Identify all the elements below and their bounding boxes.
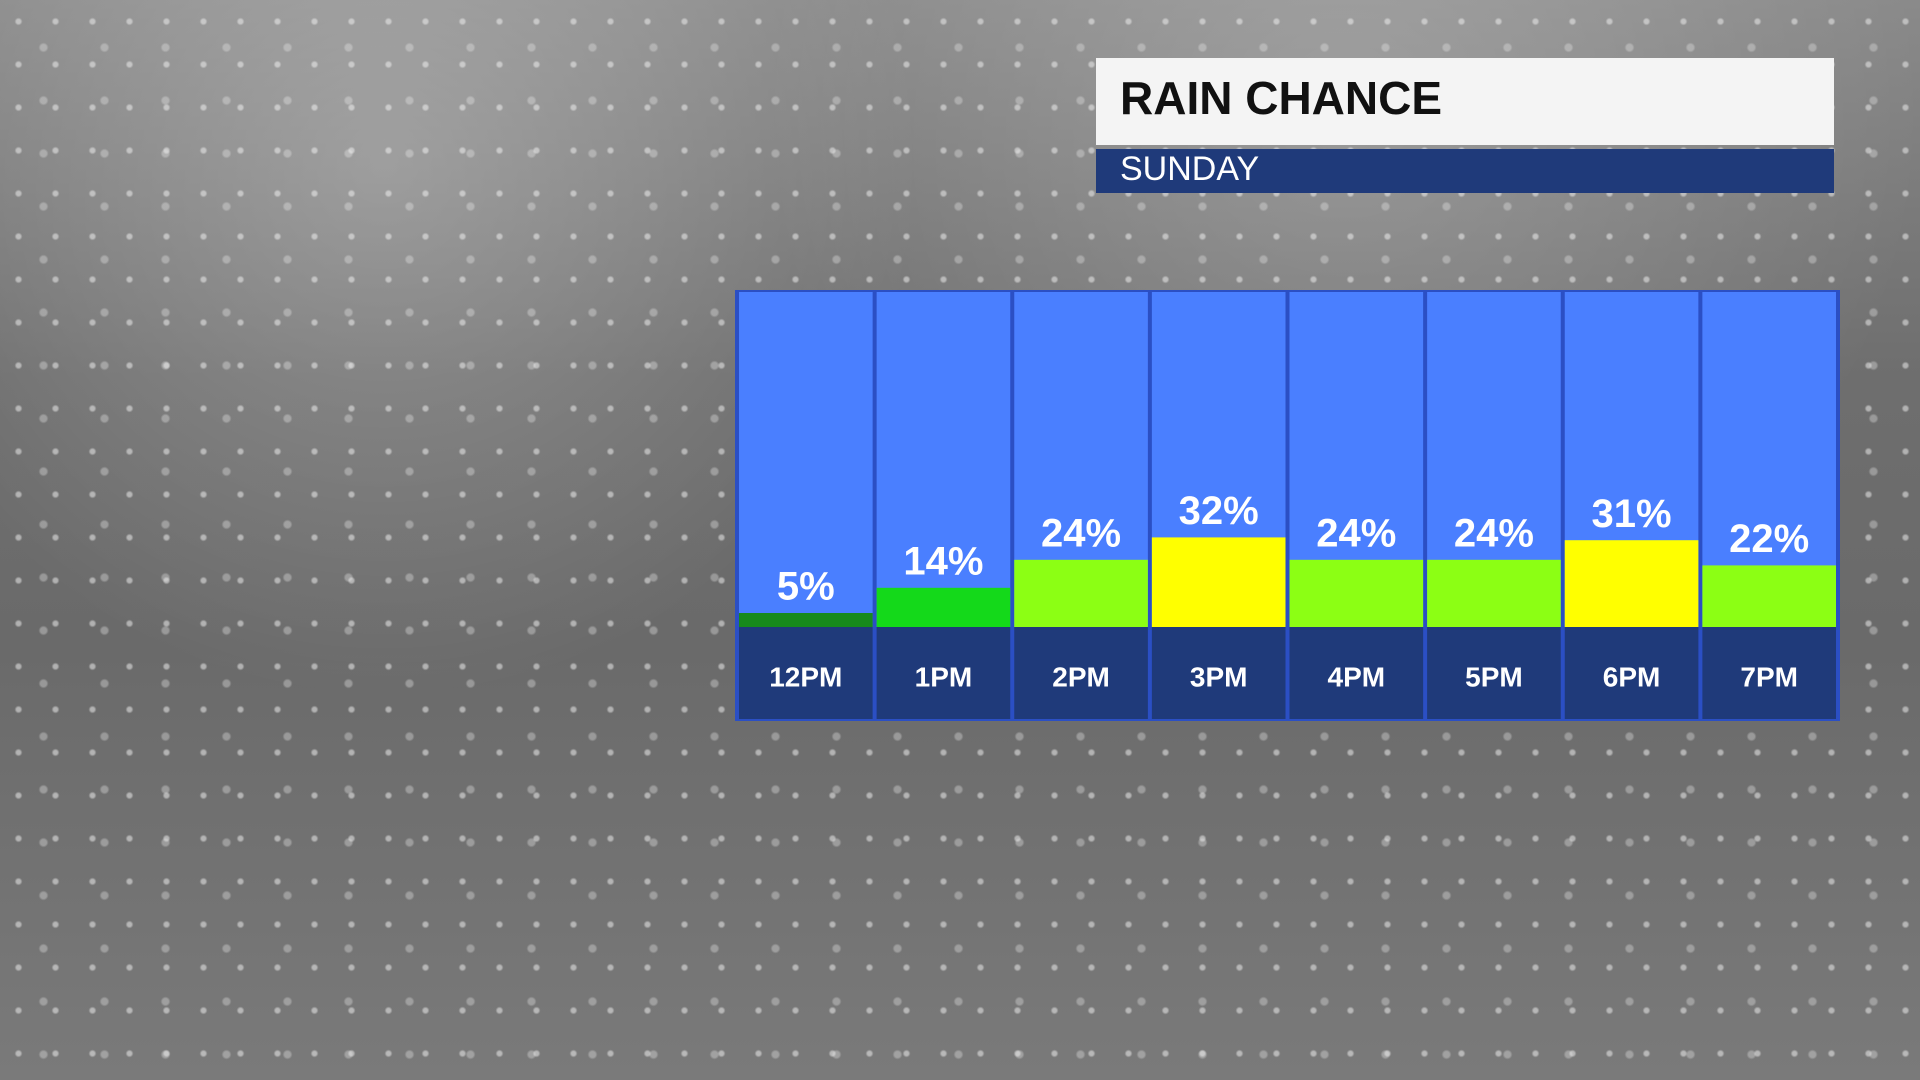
chart-title: RAIN CHANCE (1120, 72, 1442, 124)
bar (1564, 540, 1699, 627)
x-tick-label: 3PM (1190, 661, 1248, 692)
category-box (1427, 627, 1561, 719)
value-label: 22% (1729, 517, 1809, 561)
value-label: 24% (1454, 511, 1534, 555)
bar (1427, 559, 1561, 627)
column-background (876, 292, 1011, 627)
title-box (1096, 58, 1834, 145)
value-label: 24% (1041, 511, 1121, 555)
x-tick-label: 1PM (915, 661, 973, 692)
category-box (1289, 627, 1424, 719)
value-label: 31% (1592, 492, 1672, 536)
chart-subtitle: SUNDAY (1120, 150, 1259, 188)
x-tick-label: 7PM (1740, 661, 1798, 692)
category-box (1564, 627, 1699, 719)
subtitle-box (1096, 149, 1834, 193)
bar (1014, 559, 1148, 627)
category-box (1014, 627, 1148, 719)
x-tick-label: 5PM (1465, 661, 1523, 692)
category-box (1702, 627, 1836, 719)
bar (739, 613, 873, 627)
x-tick-label: 12PM (769, 661, 842, 692)
bar (876, 587, 1011, 627)
bar (1289, 559, 1424, 627)
x-tick-label: 2PM (1052, 661, 1110, 692)
category-box (876, 627, 1011, 719)
value-label: 32% (1179, 489, 1259, 533)
category-box (1151, 627, 1286, 719)
category-box (739, 627, 873, 719)
bar (1702, 565, 1836, 627)
x-tick-label: 4PM (1328, 661, 1386, 692)
value-label: 5% (777, 565, 835, 609)
bar (1151, 537, 1286, 627)
value-label: 24% (1316, 511, 1396, 555)
column-background (739, 292, 873, 627)
value-label: 14% (903, 539, 983, 583)
x-tick-label: 6PM (1603, 661, 1661, 692)
